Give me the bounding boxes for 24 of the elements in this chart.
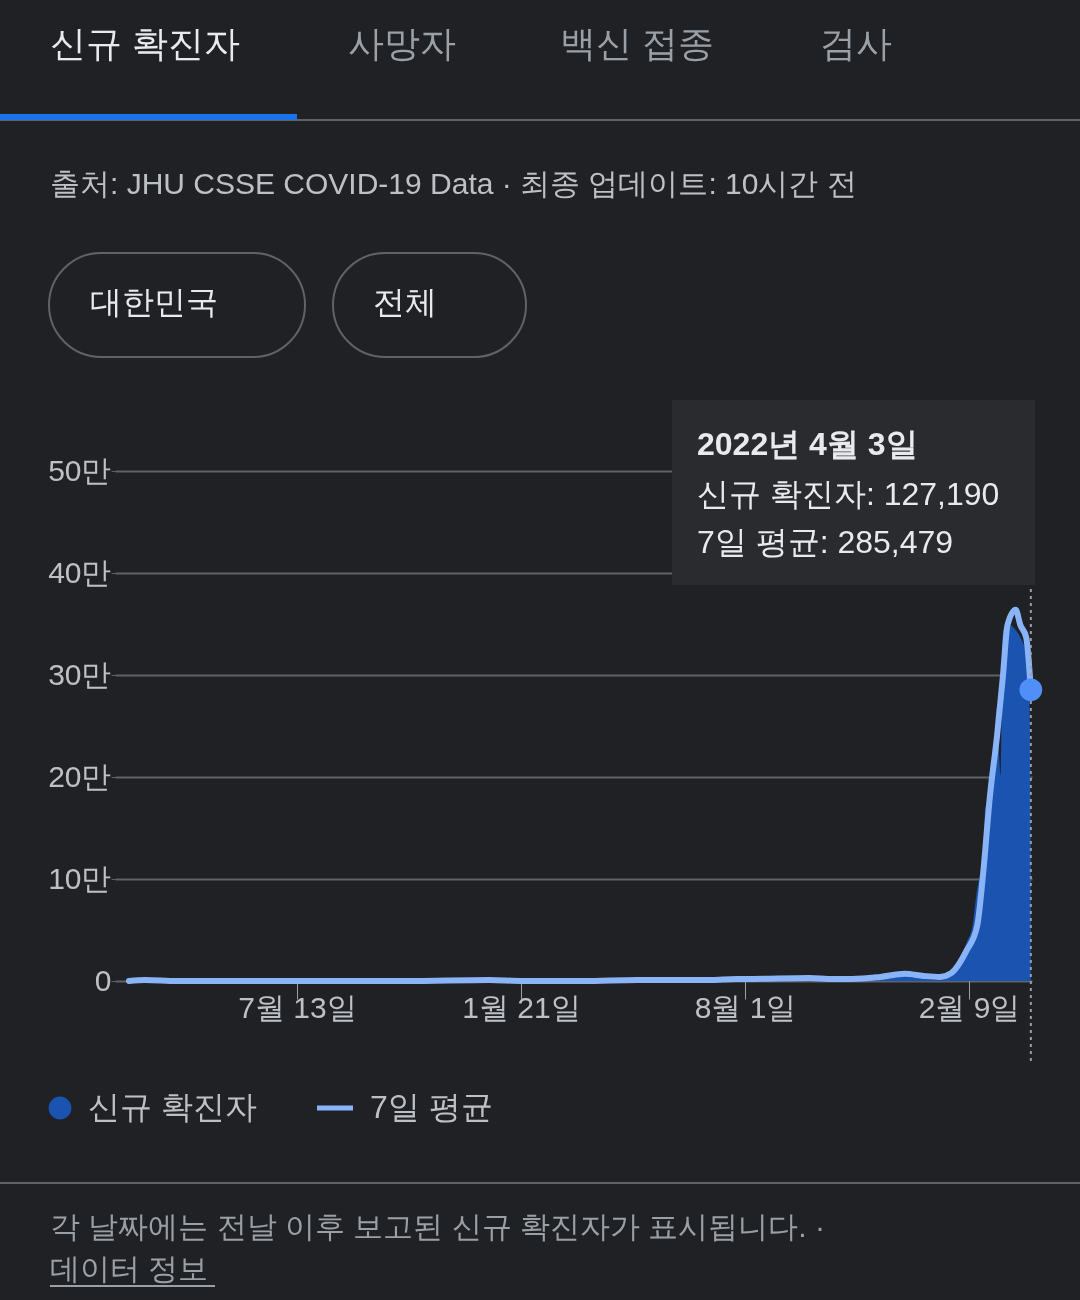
y-tick-label: 0 [94,963,112,997]
annotation: 신규 확진자: 127,190 [697,476,1000,512]
text: 백신 접종 [560,23,715,64]
y-tick-label: 10만 [48,861,112,895]
text: 사망자 [348,23,456,64]
x-tick-label: 2월 9일 [918,990,1021,1024]
x-tick-label: 7월 13일 [238,990,357,1024]
text: 데이터 정보 [50,1252,209,1285]
x-tick-label: 8월 1일 [694,990,797,1024]
legend-label: 신규 확진자 [88,1089,257,1125]
text: 2022년 4월 3일 [697,426,918,462]
y-tick-label: 40만 [48,555,112,589]
source-note: 출처: JHU CSSE COVID-19 Data · 최종 업데이트: 10시간 전 [50,167,857,200]
x-tick-label: 1월 21일 [462,990,581,1024]
y-tick-label: 50만 [48,453,112,487]
text: 전체 [373,284,437,320]
chart-title: 신규 확진자 [50,23,241,64]
text: 검사 [820,23,892,64]
text: 대한민국 [90,284,218,320]
annotation: 7일 평균: 285,479 [697,524,954,560]
y-tick-label: 20만 [48,759,112,793]
text: 각 날짜에는 전날 이후 보고된 신규 확진자가 표시됩니다. · [50,1210,826,1243]
y-tick-label: 30만 [48,657,112,691]
legend-label: 7일 평균 [370,1089,493,1125]
